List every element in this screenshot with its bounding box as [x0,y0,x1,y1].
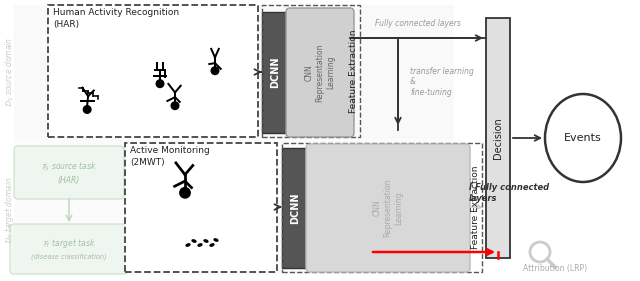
Ellipse shape [192,240,196,242]
FancyBboxPatch shape [14,146,124,199]
Ellipse shape [186,244,190,246]
Circle shape [156,80,164,87]
Text: Feature Extraction: Feature Extraction [349,29,358,113]
Text: $\mathcal{T}_T$ target task: $\mathcal{T}_T$ target task [42,237,96,250]
Text: CNN
Representation
Learning: CNN Representation Learning [305,43,335,102]
FancyBboxPatch shape [306,144,470,272]
Text: $\mathcal{D}_T$ target domain: $\mathcal{D}_T$ target domain [3,176,17,244]
Text: Human Activity Recognition
(HAR): Human Activity Recognition (HAR) [53,8,179,29]
Ellipse shape [545,94,621,182]
FancyBboxPatch shape [486,18,510,258]
Text: DCNN: DCNN [270,57,280,88]
Text: CNN
Representation
Learning: CNN Representation Learning [373,179,403,237]
Circle shape [172,102,179,110]
Text: Decision: Decision [493,117,503,159]
Text: Feature Extraction: Feature Extraction [470,166,479,249]
Text: Active Monitoring
(2MWT): Active Monitoring (2MWT) [130,146,210,167]
Ellipse shape [204,240,208,242]
FancyBboxPatch shape [282,148,308,268]
Text: Events: Events [564,133,602,143]
Text: I Fully connected
layers: I Fully connected layers [469,183,549,203]
Circle shape [180,188,190,198]
Text: $\mathcal{T}_S$ source task: $\mathcal{T}_S$ source task [41,160,97,173]
Text: (disease classification): (disease classification) [31,254,107,260]
FancyBboxPatch shape [125,143,277,272]
Text: Fully connected layers: Fully connected layers [375,19,461,28]
Text: (HAR): (HAR) [58,176,80,185]
FancyBboxPatch shape [286,8,354,137]
Ellipse shape [210,244,214,246]
Text: DCNN: DCNN [290,192,300,224]
FancyBboxPatch shape [262,12,288,133]
Ellipse shape [214,239,218,241]
Text: Attribution (LRP): Attribution (LRP) [523,264,587,273]
FancyBboxPatch shape [10,224,128,274]
FancyBboxPatch shape [48,5,258,137]
Text: transfer learning
&
fine-tuning: transfer learning & fine-tuning [410,67,474,97]
FancyBboxPatch shape [14,138,454,275]
FancyBboxPatch shape [14,5,454,138]
Text: $\mathcal{D}_S$ source domain: $\mathcal{D}_S$ source domain [4,37,16,107]
Ellipse shape [198,244,202,246]
Circle shape [211,67,219,74]
Circle shape [83,106,91,113]
